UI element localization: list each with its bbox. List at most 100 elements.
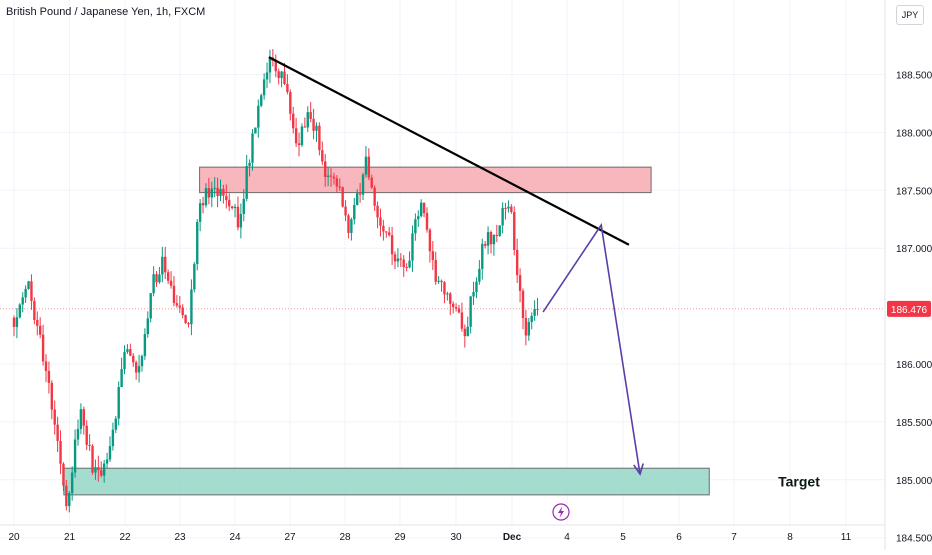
x-axis[interactable]: 20 21 22 23 24 27 28 29 30 Dec 4 5 6 7 8 11: [0, 524, 885, 543]
candle-body: [18, 304, 22, 318]
candle-body: [417, 216, 420, 220]
candle-body: [303, 126, 307, 128]
candle-body: [324, 161, 327, 178]
candle-body: [120, 369, 123, 388]
candles: [12, 49, 539, 513]
candle-body: [277, 71, 280, 79]
candle-body: [451, 303, 455, 308]
candle-body: [225, 195, 228, 201]
target-zone: [63, 467, 710, 496]
x-tick-label: 6: [676, 532, 682, 543]
candle-body: [88, 444, 91, 446]
candle-body: [504, 207, 507, 209]
x-tick-label: Dec: [503, 532, 522, 543]
x-tick-label: 20: [8, 532, 20, 543]
candle-body: [344, 206, 347, 216]
last-price-badge: [887, 300, 931, 317]
candle-body: [219, 189, 222, 197]
candle-body: [175, 303, 179, 306]
candle-body: [385, 231, 388, 233]
candle-body: [483, 243, 487, 246]
candle-body: [129, 349, 132, 356]
candle-body: [466, 326, 469, 337]
candle-body: [428, 229, 432, 252]
candle-body: [321, 150, 324, 162]
candle-body: [79, 409, 83, 429]
candle-body: [38, 325, 42, 335]
candle-body: [111, 429, 115, 447]
candle-body: [422, 202, 426, 214]
candle-body: [132, 355, 135, 363]
y-tick-label: 184.500: [896, 534, 932, 545]
candle-body: [68, 493, 71, 507]
candle-body: [358, 193, 362, 195]
candle-body: [254, 127, 257, 134]
candle-body: [501, 207, 504, 226]
candle-body: [478, 268, 481, 282]
candle-body: [164, 256, 167, 273]
candle-body: [536, 308, 539, 310]
candle-body: [239, 213, 243, 228]
candle-body: [114, 418, 117, 430]
x-tick-label: 4: [564, 532, 570, 543]
candle-body: [515, 249, 519, 276]
candle-body: [341, 187, 344, 207]
candle-body: [527, 322, 531, 336]
candle-body: [178, 305, 181, 308]
candle-body: [286, 83, 289, 93]
candle-body: [100, 470, 103, 476]
y-axis[interactable]: 188.500 188.000 187.500 187.000 186.000 185.5…: [884, 0, 932, 550]
candle-body: [335, 178, 339, 187]
candle-body: [146, 318, 149, 335]
grid: [0, 0, 885, 539]
candle-body: [73, 439, 77, 473]
candle-body: [166, 272, 170, 281]
x-tick-label: 28: [339, 532, 351, 543]
candle-body: [350, 219, 353, 233]
candle-body: [108, 446, 112, 460]
candle-body: [507, 206, 510, 209]
y-tick-label: 186.000: [896, 360, 932, 371]
candle-body: [353, 205, 356, 220]
candle-body: [530, 315, 533, 323]
candle-body: [440, 280, 443, 283]
candle-body: [233, 206, 237, 209]
candle-body: [193, 263, 196, 290]
candle-body: [370, 177, 373, 188]
x-tick-label: 22: [119, 532, 131, 543]
candle-body: [443, 282, 446, 295]
candle-body: [85, 425, 88, 445]
candle-body: [373, 187, 376, 206]
candle-body: [510, 206, 513, 212]
candle-body: [495, 234, 499, 236]
x-tick-label: 8: [787, 532, 793, 543]
candle-body: [59, 440, 62, 464]
candle-body: [469, 296, 472, 327]
currency-button[interactable]: JPY: [896, 5, 924, 25]
candle-body: [251, 133, 254, 163]
candle-body: [297, 143, 301, 146]
x-tick-label: 21: [64, 532, 76, 543]
candle-body: [260, 95, 263, 106]
candle-body: [149, 293, 152, 319]
candle-body: [140, 356, 144, 367]
candle-body: [425, 213, 429, 230]
candle-body: [155, 274, 158, 283]
projection-arrow-head: [633, 463, 644, 476]
candle-body: [434, 259, 437, 282]
candle-body: [387, 232, 391, 236]
target-label: Target: [778, 474, 820, 490]
candle-body: [405, 267, 408, 269]
y-tick-label: 188.500: [896, 71, 932, 82]
candle-body: [56, 424, 59, 441]
y-tick-label: 185.000: [896, 476, 932, 487]
candle-body: [102, 463, 106, 476]
candle-body: [216, 187, 219, 197]
candle-body: [184, 315, 187, 323]
candle-body: [393, 254, 397, 262]
x-tick-label: 11: [841, 532, 852, 543]
trendline: [268, 56, 630, 246]
candle-body: [265, 72, 269, 80]
